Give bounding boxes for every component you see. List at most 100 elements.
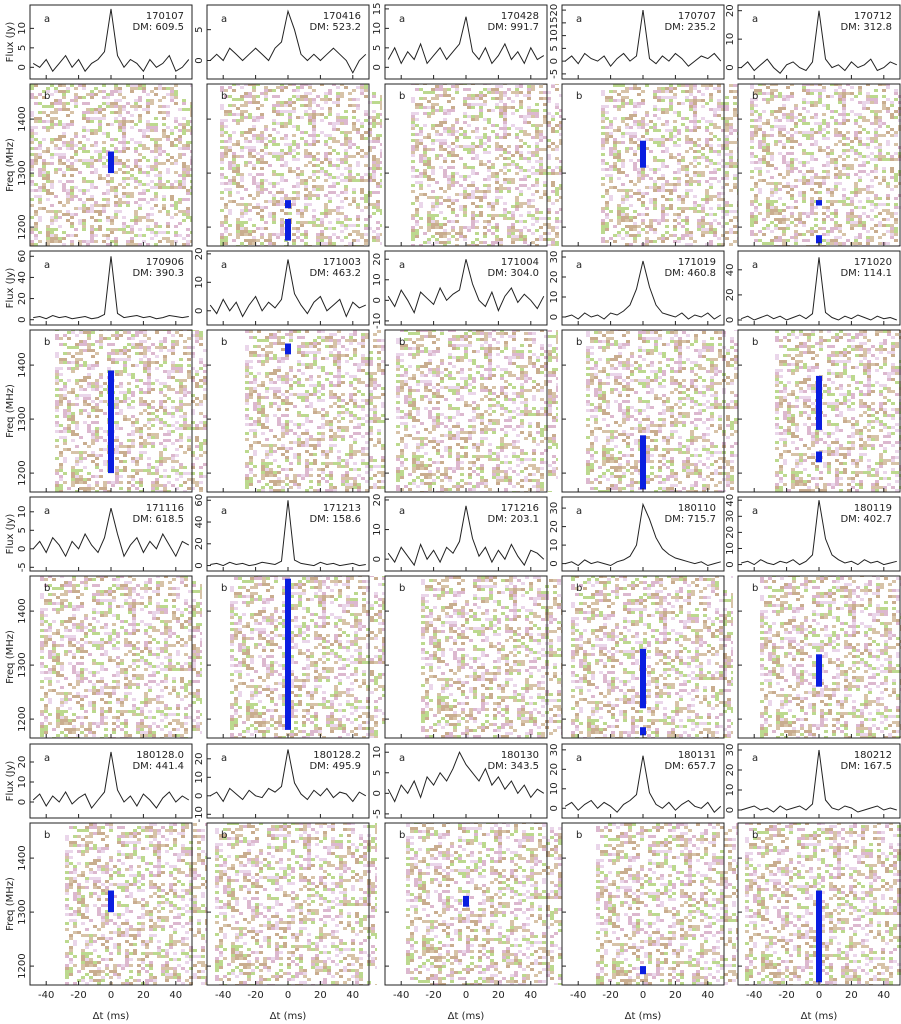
- y-tick-label: 40: [725, 494, 736, 507]
- burst-dm: DM: 441.4: [132, 761, 184, 772]
- y-tick-label: 30: [549, 502, 560, 515]
- y-tick-label: 0: [372, 297, 383, 303]
- burst-region: [816, 451, 822, 463]
- x-tick-label: -20: [602, 990, 618, 1001]
- flux-panel: [385, 251, 547, 325]
- y-tick-label: -5: [372, 809, 383, 819]
- panel-letter: b: [752, 337, 758, 348]
- x-tick-label: -20: [425, 990, 441, 1001]
- burst-name: 171020: [854, 257, 892, 268]
- burst-dm: DM: 460.8: [664, 268, 716, 279]
- burst-region: [640, 648, 646, 709]
- y-tick-label: 10: [549, 782, 560, 795]
- y-tick-label: 5: [372, 770, 383, 776]
- y-axis-label: Freq (MHz): [5, 877, 16, 931]
- noise: [421, 576, 583, 738]
- y-tick-label: 10: [549, 29, 560, 42]
- burst-region: [285, 578, 291, 730]
- y-tick-label: 0: [17, 546, 28, 552]
- noise: [220, 84, 382, 246]
- y-tick-label: 20: [372, 253, 383, 266]
- y-tick-label: 10: [372, 22, 383, 35]
- y-tick-label: 0: [549, 560, 560, 566]
- y-tick-label: 10: [549, 539, 560, 552]
- y-tick-label: 1400: [17, 106, 28, 131]
- burst-name: 180131: [678, 750, 716, 761]
- waterfall-noise: [396, 330, 558, 492]
- noise: [230, 576, 392, 738]
- flux-profile: [210, 500, 366, 567]
- burst-dm: DM: 235.2: [664, 22, 716, 33]
- burst-name: 171019: [678, 257, 716, 268]
- y-tick-label: 20: [194, 752, 205, 765]
- y-tick-label: 30: [725, 744, 736, 757]
- burst-name: 170416: [323, 11, 361, 22]
- noise: [775, 330, 901, 492]
- x-tick-label: 40: [701, 990, 714, 1001]
- panel-letter: b: [752, 583, 758, 594]
- flux-profile: [741, 257, 897, 321]
- y-axis-label: Flux (Jy): [5, 514, 16, 555]
- burst-region: [640, 435, 646, 490]
- y-tick-label: 1200: [17, 953, 28, 978]
- y-tick-label: 0: [194, 308, 205, 314]
- panel-letter: a: [576, 753, 582, 764]
- y-tick-label: 20: [194, 537, 205, 550]
- panel-letter: b: [44, 830, 50, 841]
- x-tick-label: 40: [346, 990, 359, 1001]
- y-tick-label: 0: [372, 790, 383, 796]
- flux-panel: [738, 497, 900, 571]
- x-tick-label: 0: [108, 990, 114, 1001]
- flux-profile: [32, 8, 190, 73]
- waterfall-noise: [411, 84, 573, 246]
- waterfall-noise: [596, 823, 758, 985]
- x-tick-label: 20: [669, 990, 682, 1001]
- y-tick-label: 10: [17, 22, 28, 35]
- y-tick-label: 0: [17, 64, 28, 70]
- x-tick-label: -20: [778, 990, 794, 1001]
- panel-letter: b: [399, 583, 405, 594]
- panel-letter: a: [399, 506, 405, 517]
- panel-letter: a: [44, 753, 50, 764]
- panel-letter: b: [576, 830, 582, 841]
- flux-profile: [209, 749, 367, 803]
- y-tick-label: 0: [725, 807, 736, 813]
- x-tick-label: -40: [393, 990, 409, 1001]
- y-tick-label: 10: [372, 523, 383, 536]
- noise: [745, 823, 901, 985]
- x-axis-label: Δt (ms): [625, 1011, 662, 1022]
- burst-dm: DM: 609.5: [132, 22, 184, 33]
- x-axis-label: Δt (ms): [93, 1011, 130, 1022]
- y-tick-label: 5: [17, 45, 28, 51]
- burst-region: [108, 151, 114, 174]
- flux-profile: [564, 10, 722, 68]
- y-tick-label: -5: [549, 69, 560, 79]
- panel-letter: b: [752, 91, 758, 102]
- y-tick-label: 1200: [17, 706, 28, 731]
- noise: [596, 823, 758, 985]
- burst-dm: DM: 715.7: [664, 514, 716, 525]
- waterfall-noise: [421, 576, 583, 738]
- x-tick-label: 20: [492, 990, 505, 1001]
- burst-dm: DM: 203.1: [487, 514, 539, 525]
- burst-dm: DM: 343.5: [487, 761, 539, 772]
- flux-panel: [207, 497, 369, 571]
- burst-dm: DM: 402.7: [840, 514, 892, 525]
- burst-dm: DM: 991.7: [487, 22, 539, 33]
- flux-profile: [387, 505, 545, 567]
- burst-name: 180128.2: [313, 750, 361, 761]
- burst-region: [108, 890, 114, 913]
- panel-letter: a: [221, 260, 227, 271]
- y-tick-label: 15: [372, 3, 383, 16]
- x-tick-label: -40: [38, 990, 54, 1001]
- waterfall-noise: [65, 823, 227, 985]
- burst-name: 170107: [146, 11, 184, 22]
- panel-letter: b: [576, 583, 582, 594]
- noise: [406, 823, 568, 985]
- flux-profile: [32, 751, 190, 809]
- flux-panel: [562, 5, 724, 79]
- y-tick-label: 0: [549, 805, 560, 811]
- burst-name: 180128.0: [136, 750, 184, 761]
- burst-dm: DM: 114.1: [840, 268, 892, 279]
- y-tick-label: 1400: [17, 845, 28, 870]
